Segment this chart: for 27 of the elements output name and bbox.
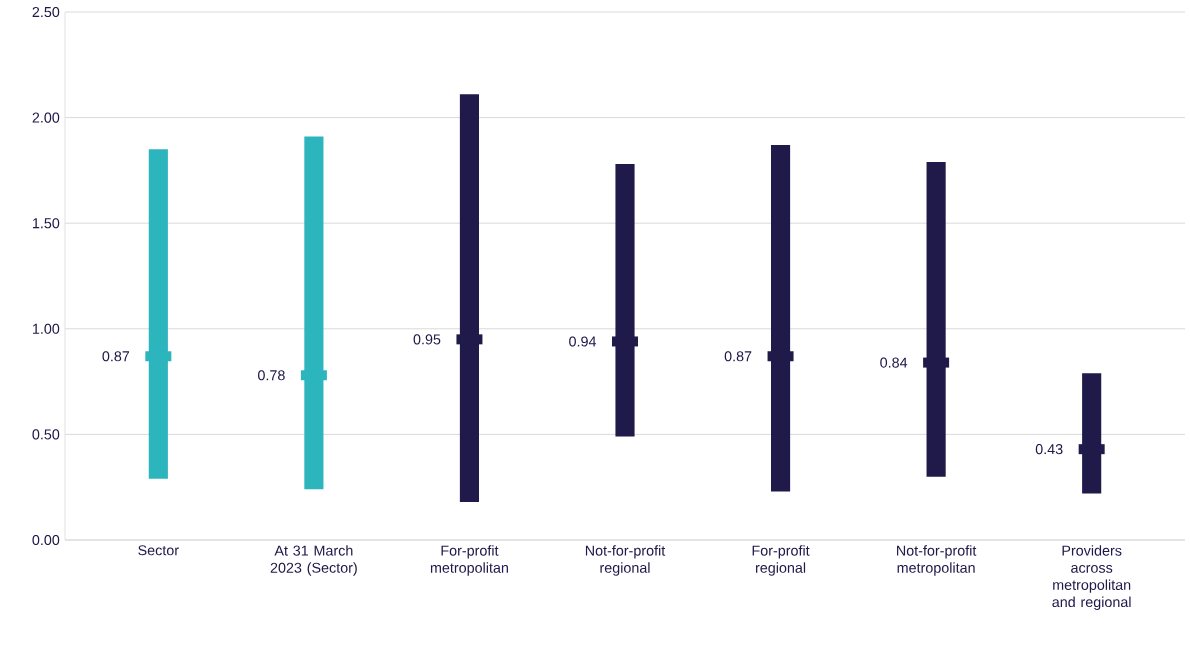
data-label: 0.94 (569, 336, 597, 347)
x-tick-label: Not-for-profit metropolitan (897, 545, 977, 576)
data-label: 0.87 (724, 351, 752, 362)
data-label: 0.87 (102, 351, 130, 362)
y-tick-label: 2.00 (32, 112, 60, 123)
x-tick-label: For-profit metropolitan (430, 545, 508, 576)
x-tick-label: Providers across metropolitan and regional (1052, 545, 1131, 610)
y-tick-label: 1.50 (32, 218, 60, 229)
bar (1082, 373, 1102, 494)
y-tick-label: 0.50 (32, 429, 60, 440)
x-tick-label: Sector (138, 545, 179, 556)
y-tick-label: 0.00 (32, 534, 60, 546)
bar (926, 161, 946, 477)
x-tick-label: Not-for-profit regional (585, 545, 666, 576)
bar (459, 94, 480, 502)
y-tick-label: 1.00 (32, 323, 60, 334)
bar (615, 164, 635, 437)
data-label: 0.78 (258, 370, 285, 381)
y-tick-label: 2.50 (32, 6, 60, 18)
x-tick-label: At 31 March 2023 (Sector) (270, 545, 357, 576)
x-tick-label: For-profit regional (752, 545, 810, 576)
bar (770, 145, 791, 492)
data-label: 0.95 (413, 334, 441, 345)
data-label: 0.84 (880, 357, 908, 368)
bar (148, 149, 168, 479)
data-label: 0.43 (1035, 444, 1063, 455)
bar (304, 136, 324, 490)
